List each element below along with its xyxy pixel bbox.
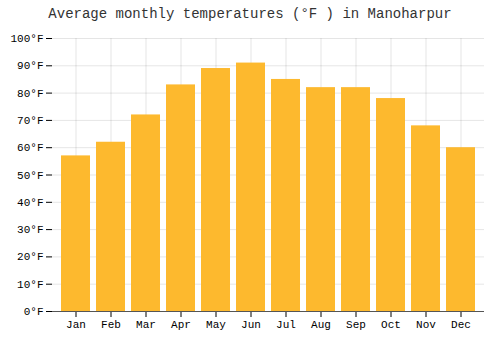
svg-text:Jan: Jan xyxy=(66,319,86,331)
svg-text:Apr: Apr xyxy=(171,319,191,331)
svg-text:40°F: 40°F xyxy=(17,197,43,209)
svg-text:20°F: 20°F xyxy=(17,251,43,263)
html-text:Average monthly temperatures (: Average monthly temperatures (°F ) in Ma… xyxy=(48,6,452,22)
svg-text:Jun: Jun xyxy=(241,319,261,331)
svg-text:Mar: Mar xyxy=(136,319,156,331)
svg-text:0°F: 0°F xyxy=(24,306,44,318)
svg-text:80°F: 80°F xyxy=(17,88,43,100)
svg-text:Jul: Jul xyxy=(276,319,296,331)
svg-text:50°F: 50°F xyxy=(17,170,43,182)
svg-text:10°F: 10°F xyxy=(17,279,43,291)
svg-text:70°F: 70°F xyxy=(17,115,43,127)
svg-text:Oct: Oct xyxy=(381,319,401,331)
svg-text:Sep: Sep xyxy=(346,319,366,331)
svg-text:May: May xyxy=(206,319,226,331)
svg-text:90°F: 90°F xyxy=(17,60,43,72)
svg-text:100°F: 100°F xyxy=(10,33,43,45)
svg-text:Nov: Nov xyxy=(416,319,436,331)
svg-text:30°F: 30°F xyxy=(17,224,43,236)
svg-text:Feb: Feb xyxy=(101,319,121,331)
svg-text:Aug: Aug xyxy=(311,319,331,331)
svg-text:Dec: Dec xyxy=(451,319,471,331)
svg-text:60°F: 60°F xyxy=(17,142,43,154)
